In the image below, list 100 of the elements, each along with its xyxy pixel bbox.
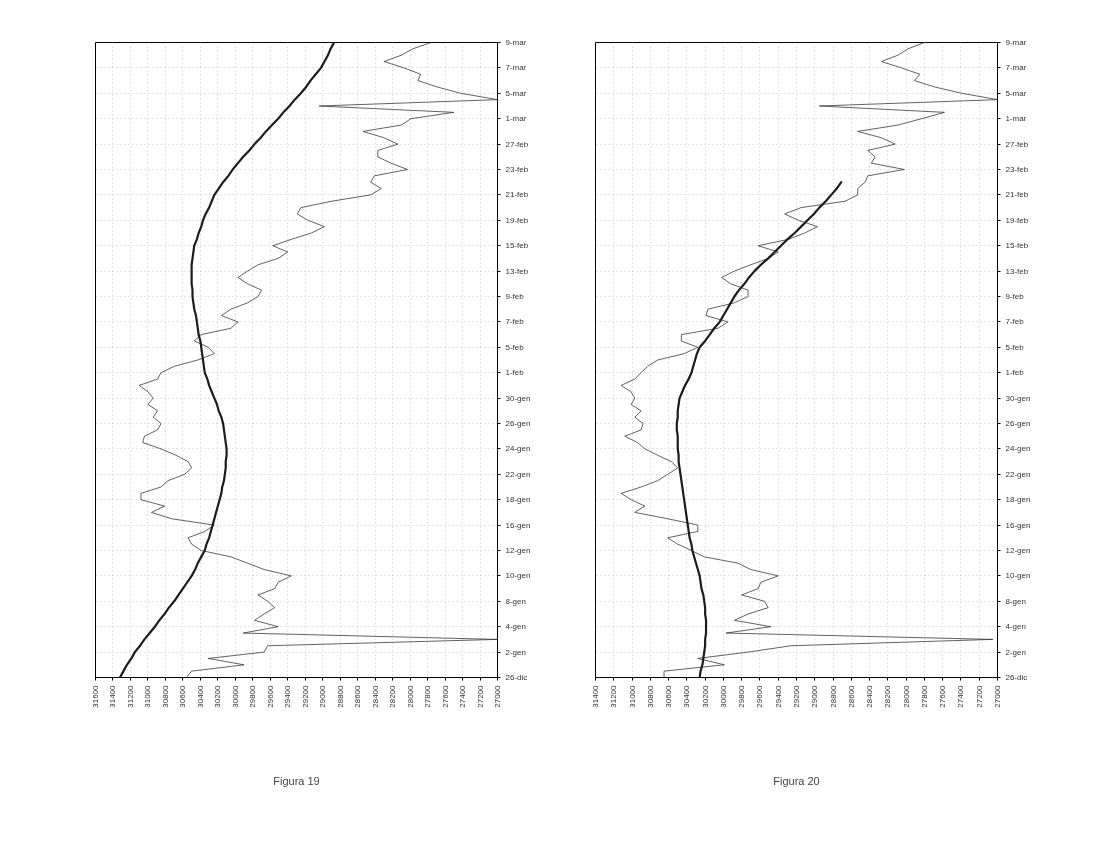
y-tick-label: 16-gen	[1005, 520, 1031, 530]
x-tick-label: 28000	[901, 684, 911, 708]
x-tick-label: 27600	[938, 684, 948, 708]
x-tick-label: 29600	[265, 684, 275, 708]
y-tick-label: 9-feb	[505, 292, 525, 301]
y-tick-label: 19-feb	[1005, 215, 1029, 225]
y-tick-label: 22-gen	[505, 469, 531, 479]
x-tick-label: 27400	[956, 684, 966, 708]
x-tick-label: 31200	[609, 684, 619, 708]
y-tick-label: 4-gen	[1005, 622, 1026, 632]
y-tick-label: 27-feb	[1005, 139, 1029, 149]
x-tick-label: 27400	[458, 684, 468, 708]
y-tick-label: 30-gen	[505, 393, 531, 403]
y-tick-label: 15-feb	[1005, 241, 1029, 251]
y-tick-label: 16-gen	[505, 520, 531, 530]
y-tick-label: 4-gen	[505, 622, 526, 632]
x-tick-label: 29000	[318, 684, 328, 708]
x-tick-label: 31600	[91, 684, 100, 708]
y-tick-label: 7-mar	[1005, 63, 1027, 73]
x-tick-label: 30600	[664, 684, 674, 708]
y-tick-label: 13-feb	[1005, 266, 1029, 276]
y-tick-label: 8-gen	[505, 596, 526, 606]
x-tick-label: 29800	[248, 684, 258, 708]
x-tick-label: 30400	[195, 684, 205, 708]
y-tick-label: 19-feb	[505, 215, 529, 225]
x-tick-label: 27000	[493, 684, 502, 708]
text: Figura 20	[773, 775, 820, 787]
y-tick-label: 24-gen	[505, 444, 531, 454]
x-tick-label: 28000	[405, 684, 415, 708]
x-tick-label: 27200	[475, 684, 485, 708]
x-tick-label: 30000	[718, 684, 728, 708]
y-tick-label: 21-feb	[1005, 190, 1029, 200]
x-tick-label: 30600	[178, 684, 188, 708]
x-tick-label: 30000	[230, 684, 240, 708]
x-tick-label: 29400	[283, 684, 293, 708]
y-tick-label: 26-dic	[505, 673, 528, 682]
x-tick-label: 29600	[755, 684, 765, 708]
x-tick-label: 28800	[828, 684, 838, 708]
y-tick-label: 30-gen	[1005, 393, 1031, 403]
y-tick-label: 1-feb	[505, 368, 525, 378]
y-tick-label: 1-mar	[1005, 114, 1027, 124]
x-tick-label: 28600	[846, 684, 856, 708]
x-tick-label: 29200	[300, 684, 310, 708]
x-tick-label: 30800	[645, 684, 655, 708]
y-tick-label: 18-gen	[1005, 495, 1031, 505]
x-tick-label: 30800	[160, 684, 170, 708]
x-tick-label: 27000	[993, 684, 1002, 708]
x-tick-label: 31000	[143, 684, 153, 708]
x-tick-label: 29200	[792, 684, 801, 708]
y-tick-label: 9-mar	[505, 38, 527, 47]
y-tick-label: 10-gen	[505, 571, 531, 581]
y-tick-label: 26-gen	[505, 419, 531, 428]
y-tick-label: 5-feb	[505, 342, 525, 352]
y-tick-label: 10-gen	[1005, 571, 1031, 581]
x-tick-label: 30400	[682, 684, 692, 708]
x-tick-label: 30200	[213, 684, 223, 708]
y-tick-label: 13-feb	[505, 266, 529, 276]
x-tick-label: 29000	[810, 684, 820, 708]
x-tick-label: 31200	[125, 684, 135, 708]
y-tick-label: 7-mar	[505, 63, 527, 73]
y-tick-label: 26-dic	[1005, 673, 1028, 682]
y-tick-label: 7-feb	[505, 317, 525, 327]
x-tick-label: 29800	[737, 684, 747, 708]
text: Figura 19	[273, 775, 320, 787]
y-tick-label: 2-gen	[505, 647, 526, 657]
y-tick-label: 9-mar	[1005, 38, 1027, 47]
y-tick-label: 1-feb	[1005, 368, 1025, 378]
y-tick-label: 12-gen	[505, 546, 531, 555]
x-tick-label: 28600	[353, 684, 363, 708]
y-tick-label: 21-feb	[505, 190, 529, 200]
x-tick-label: 31000	[627, 684, 637, 708]
x-tick-label: 29400	[773, 684, 783, 708]
y-tick-label: 15-feb	[505, 241, 529, 251]
y-tick-label: 8-gen	[1005, 596, 1026, 606]
x-tick-label: 27800	[423, 684, 433, 708]
y-tick-label: 22-gen	[1005, 469, 1031, 479]
y-tick-label: 7-feb	[1005, 317, 1025, 327]
x-tick-label: 27600	[440, 684, 450, 708]
y-tick-label: 24-gen	[1005, 444, 1031, 454]
y-tick-label: 23-feb	[1005, 165, 1029, 174]
x-tick-label: 28200	[883, 684, 893, 708]
y-tick-label: 2-gen	[1005, 647, 1026, 657]
x-tick-label: 31400	[591, 684, 600, 708]
y-tick-label: 23-feb	[505, 165, 529, 174]
x-tick-label: 30200	[700, 684, 710, 708]
x-tick-label: 28800	[335, 684, 345, 708]
x-tick-label: 27800	[919, 684, 929, 708]
y-tick-label: 9-feb	[1005, 292, 1025, 301]
x-tick-label: 27200	[974, 684, 984, 708]
y-tick-label: 18-gen	[505, 495, 531, 505]
y-tick-label: 12-gen	[1005, 546, 1031, 555]
y-tick-label: 26-gen	[1005, 419, 1031, 428]
x-tick-label: 28400	[865, 684, 875, 708]
y-tick-label: 5-mar	[1005, 88, 1027, 98]
y-tick-label: 1-mar	[505, 114, 527, 124]
x-tick-label: 28400	[370, 684, 380, 708]
y-tick-label: 5-feb	[1005, 342, 1025, 352]
x-tick-label: 28200	[388, 684, 398, 708]
x-tick-label: 31400	[108, 684, 118, 708]
y-tick-label: 5-mar	[505, 88, 527, 98]
